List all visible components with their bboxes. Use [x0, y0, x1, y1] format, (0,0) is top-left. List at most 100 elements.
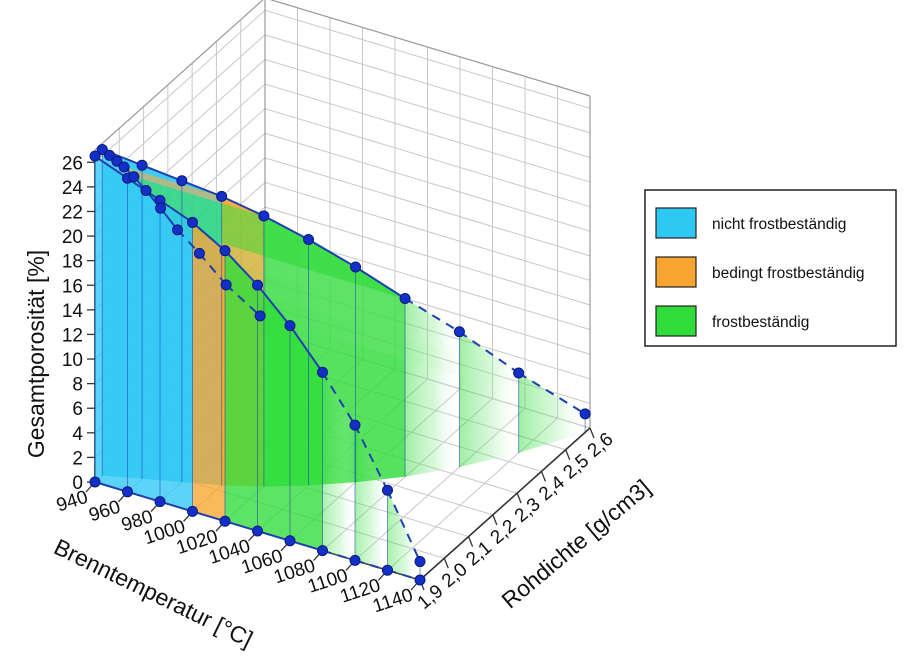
curve-segment: [225, 284, 261, 317]
curve-segment: [386, 489, 421, 562]
x-tick-label: 960: [86, 497, 123, 527]
z-tick-label: 26: [62, 153, 83, 174]
data-point: [136, 159, 148, 171]
y-axis-line: [419, 427, 591, 581]
data-point: [154, 496, 166, 508]
curve-segment: [289, 539, 323, 552]
grid-line: [94, 9, 266, 163]
curve-segment: [257, 530, 291, 542]
surface-front: [355, 425, 388, 571]
y-tick: [540, 471, 547, 482]
data-point: [128, 171, 140, 183]
surface-front: [95, 156, 128, 492]
data-point: [382, 564, 393, 576]
surface-front: [225, 250, 258, 531]
data-point: [414, 574, 426, 586]
curve-segment: [181, 179, 223, 198]
y-tick: [589, 427, 595, 439]
y-tick-label: 2,5: [559, 450, 593, 483]
z-tick-label: 0: [72, 473, 83, 494]
y-tick-label: 2,4: [535, 472, 569, 505]
curve-segment: [94, 481, 128, 493]
data-point: [399, 292, 411, 304]
data-point: [140, 184, 152, 196]
curve-segment: [458, 330, 520, 374]
y-axis-label: Rohdichte [g/cm3]: [496, 474, 655, 613]
data-point: [349, 554, 361, 566]
z-tick-label: 2: [72, 448, 83, 469]
z-tick-label: 6: [72, 399, 83, 420]
surface-front: [160, 200, 193, 512]
surface-front: [387, 490, 420, 580]
y-tick: [467, 536, 474, 547]
data-point: [216, 190, 228, 202]
data-point: [89, 476, 101, 488]
legend-label-2: frostbeständig: [712, 314, 809, 331]
data-point: [122, 486, 133, 498]
surface-front: [322, 372, 355, 561]
legend-label-0: nicht frostbeständig: [712, 216, 846, 233]
z-tick-label: 20: [62, 227, 83, 248]
y-tick: [565, 449, 571, 460]
z-tick-label: 24: [62, 178, 84, 199]
curve-segment: [263, 215, 309, 241]
surface-top: [146, 190, 356, 267]
surface-top: [124, 167, 264, 216]
data-point: [284, 535, 296, 547]
data-point: [414, 556, 426, 568]
curve-segment: [307, 238, 357, 268]
data-point: [89, 150, 101, 162]
surface-top: [199, 253, 519, 373]
z-tick-label: 18: [62, 252, 83, 273]
data-point: [579, 408, 591, 420]
data-point: [513, 367, 525, 379]
data-point: [317, 366, 328, 378]
y-tick-label: 2,1: [462, 537, 496, 570]
surface-top: [226, 284, 586, 414]
z-tick-label: 14: [62, 301, 84, 322]
data-point: [176, 175, 188, 187]
y-tick: [443, 558, 449, 569]
data-point: [252, 279, 263, 291]
data-point: [96, 144, 108, 156]
curve-segment: [354, 424, 389, 491]
data-point: [104, 149, 116, 161]
data-point: [303, 233, 314, 245]
curve-segment: [191, 221, 226, 252]
data-point: [382, 484, 393, 496]
curve-segment: [256, 284, 291, 327]
curve-segment: [127, 490, 161, 503]
curve-segment: [224, 249, 259, 286]
data-point: [193, 247, 205, 259]
curve-segment: [321, 371, 356, 426]
data-point: [219, 515, 231, 527]
curve-segment: [159, 500, 193, 513]
z-tick-label: 8: [72, 375, 83, 396]
data-point: [187, 505, 198, 517]
data-point: [187, 216, 198, 228]
x-tick-label: 940: [54, 487, 91, 517]
y-tick-label: 2,0: [438, 559, 472, 592]
legend-swatch-2: [655, 305, 697, 337]
y-tick-label: 2,6: [584, 429, 618, 462]
data-point: [284, 320, 296, 332]
y-tick: [516, 492, 522, 504]
data-point: [349, 419, 361, 431]
legend-swatch-0: [655, 207, 697, 239]
z-tick-label: 12: [62, 325, 83, 346]
data-point: [111, 155, 123, 167]
surface-top: [177, 229, 460, 332]
surface: [95, 149, 586, 580]
data-point: [155, 202, 167, 214]
z-axis-label: Gesamtporosität [%]: [23, 250, 49, 458]
legend: nicht frostbeständig bedingt frostbestän…: [644, 189, 897, 347]
legend-swatch-1: [655, 256, 697, 288]
data-point: [350, 261, 362, 273]
data-point: [254, 310, 266, 322]
y-tick-label: 2,3: [511, 494, 545, 527]
data-point: [118, 161, 130, 173]
curve-segment: [289, 325, 324, 373]
data-point: [219, 245, 231, 257]
curve-segment: [94, 155, 129, 180]
data-points: [89, 144, 591, 586]
